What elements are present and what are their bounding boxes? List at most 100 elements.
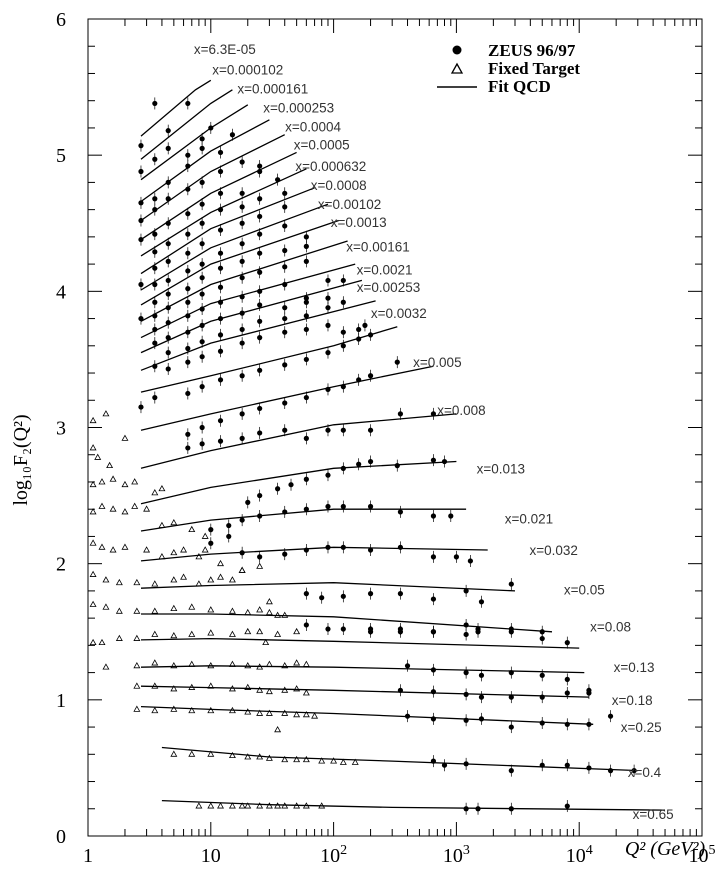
y-tick-label: 1 [56, 690, 66, 712]
fixed-target-point [121, 480, 129, 488]
zeus-point [340, 593, 346, 599]
zeus-point [257, 231, 263, 237]
zeus-point [282, 315, 288, 322]
zeus-point [165, 145, 171, 151]
x-tick-exponent: 2 [340, 843, 347, 858]
zeus-point [257, 513, 263, 519]
fit-curve [140, 79, 212, 137]
zeus-point [303, 299, 309, 305]
fixed-target-point [244, 608, 252, 616]
fixed-target-point [256, 753, 264, 760]
fixed-target-point [256, 606, 264, 613]
fixed-target-point [238, 802, 246, 809]
fit-curve [140, 203, 329, 291]
zeus-point [325, 350, 331, 356]
fixed-target-point [244, 708, 252, 715]
zeus-point [199, 201, 205, 207]
zeus-point [185, 231, 191, 237]
zeus-point [397, 509, 404, 515]
zeus-point [185, 345, 191, 352]
fit-curve [140, 460, 457, 505]
fixed-target-point [339, 758, 347, 765]
series-label: x=0.05 [564, 583, 605, 598]
fixed-target-point [89, 444, 97, 451]
zeus-point [463, 670, 469, 676]
fixed-target-point [228, 802, 236, 809]
fixed-target-point [351, 758, 359, 765]
series-label: x=0.000632 [295, 159, 366, 174]
fixed-target-point [256, 562, 264, 569]
zeus-point [217, 299, 224, 305]
series-label: x=0.0005 [294, 137, 350, 152]
fixed-target-point [207, 682, 215, 689]
fixed-target-point [293, 685, 301, 692]
zeus-point [152, 265, 158, 271]
fixed-target-point [170, 632, 178, 639]
zeus-point [185, 211, 191, 217]
fixed-target-point [89, 570, 97, 577]
zeus-point [165, 128, 171, 134]
zeus-point [152, 313, 158, 319]
fixed-target-point [318, 757, 326, 764]
zeus-point [430, 554, 437, 560]
fixed-target-point [281, 755, 289, 763]
fixed-target-point [265, 597, 273, 605]
fixed-target-point [180, 546, 188, 553]
zeus-point [340, 329, 346, 335]
fixed-target-point [151, 630, 159, 637]
zeus-point [303, 234, 309, 240]
zeus-point [340, 503, 346, 510]
fixed-target-point [201, 546, 209, 553]
fixed-target-point [170, 750, 178, 757]
zeus-point [185, 163, 191, 169]
zeus-point [208, 125, 214, 131]
fixed-target-point [302, 689, 310, 696]
zeus-point [217, 377, 224, 383]
zeus-point [340, 343, 346, 349]
series-label: x=0.13 [614, 660, 655, 675]
zeus-point [199, 339, 205, 345]
zeus-point [303, 506, 309, 512]
fixed-target-point [274, 611, 282, 618]
zeus-point [564, 721, 570, 727]
series-label: x=0.005 [413, 355, 461, 370]
fixed-target-point [207, 750, 215, 757]
zeus-point [199, 291, 205, 297]
zeus-point [138, 143, 144, 149]
fixed-target-point [98, 478, 106, 485]
fixed-target-point [281, 611, 289, 618]
fit-curve [140, 300, 376, 371]
zeus-point [539, 629, 545, 635]
zeus-point [165, 220, 171, 226]
fixed-target-point [256, 686, 264, 693]
zeus-point [586, 687, 592, 693]
zeus-point [239, 550, 245, 556]
zeus-point [275, 177, 281, 183]
zeus-point [257, 269, 263, 275]
zeus-point [185, 359, 191, 365]
x-tick-exponent: 4 [586, 843, 593, 858]
fixed-target-point [102, 603, 110, 610]
zeus-point [165, 335, 171, 341]
zeus-point [239, 258, 245, 264]
zeus-point [325, 544, 331, 550]
zeus-point [340, 626, 346, 632]
fixed-target-point [281, 661, 289, 669]
series-label: x=0.08 [590, 619, 631, 634]
zeus-point [367, 591, 374, 597]
fixed-target-point [89, 638, 97, 646]
zeus-point [217, 227, 224, 233]
series-label: x=0.032 [529, 543, 577, 558]
zeus-point [199, 354, 205, 360]
fit-curves [140, 79, 666, 811]
zeus-point [475, 629, 481, 635]
zeus-point [463, 717, 469, 723]
legend: ZEUS 96/97 Fixed Target Fit QCD [437, 41, 580, 96]
fixed-target-point [188, 706, 196, 714]
zeus-point [239, 294, 245, 300]
fixed-target-point [170, 548, 178, 556]
zeus-point [539, 720, 545, 726]
fixed-target-point [274, 802, 282, 809]
zeus-point [564, 690, 570, 696]
zeus-point [325, 295, 331, 301]
